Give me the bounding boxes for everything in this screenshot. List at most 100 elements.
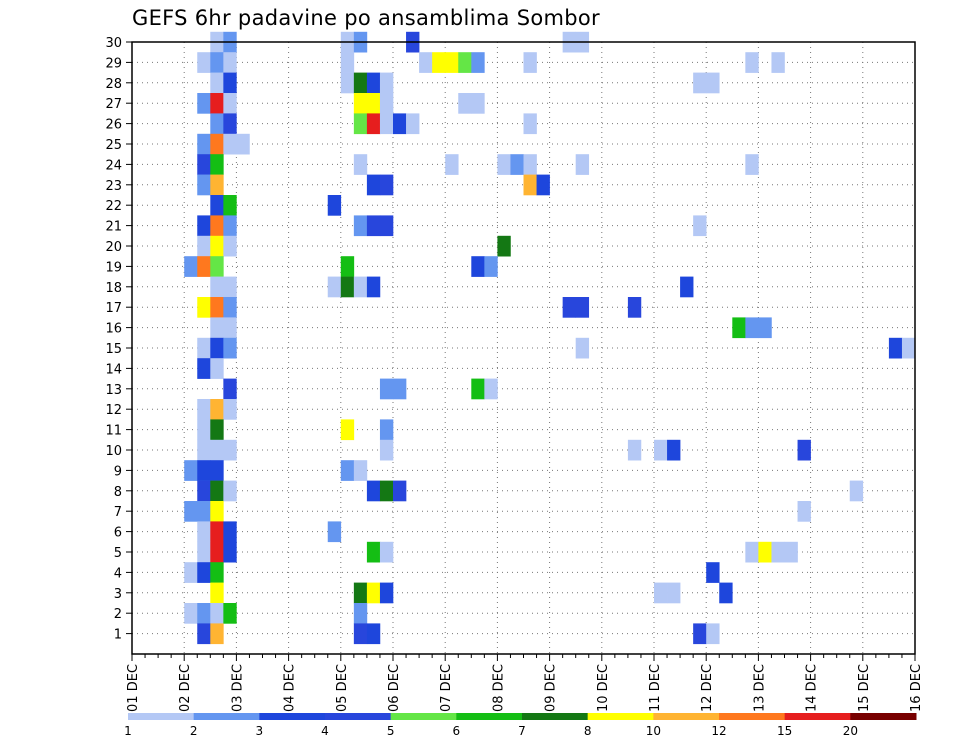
colorbar-label: 8 — [584, 724, 592, 738]
y-tick-label: 1 — [114, 628, 122, 643]
heatmap-cell — [432, 52, 446, 73]
x-tick-label: 03 DEC — [230, 664, 245, 712]
heatmap-cell — [197, 541, 211, 563]
heatmap-cell — [901, 337, 916, 359]
heatmap-cell — [210, 419, 224, 441]
colorbar-label: 20 — [843, 724, 858, 738]
heatmap-cell — [523, 113, 537, 135]
heatmap-cell — [353, 113, 368, 135]
heatmap-cell — [210, 337, 224, 359]
colorbar-segment — [390, 713, 457, 720]
x-tick-label: 04 DEC — [283, 664, 298, 712]
heatmap-cell — [379, 419, 394, 441]
x-tick-label: 10 DEC — [596, 664, 611, 712]
heatmap-cell — [654, 582, 668, 604]
heatmap-cell — [210, 480, 224, 502]
heatmap-cell — [523, 174, 537, 196]
y-tick-label: 25 — [105, 138, 122, 153]
heatmap-cell — [353, 154, 368, 175]
heatmap-cell — [210, 541, 224, 563]
heatmap-cell — [379, 582, 394, 604]
heatmap-cell — [523, 52, 537, 73]
heatmap-cell — [210, 297, 224, 318]
heatmap-cell — [745, 154, 759, 175]
heatmap-cell — [849, 480, 864, 502]
x-tick-label: 09 DEC — [544, 664, 559, 712]
x-tick-label: 13 DEC — [752, 664, 767, 712]
heatmap-cell — [366, 480, 381, 502]
colorbar-segment — [128, 713, 195, 720]
heatmap-cell — [223, 297, 237, 318]
heatmap-cell — [184, 603, 198, 624]
heatmap-cell — [210, 174, 224, 196]
heatmap-cell — [484, 378, 498, 400]
heatmap-cell — [745, 52, 759, 73]
heatmap-cell — [223, 378, 237, 400]
y-tick-label: 27 — [105, 97, 122, 112]
y-tick-label: 19 — [105, 260, 122, 275]
heatmap-cell — [353, 582, 368, 604]
heatmap-cell — [223, 480, 237, 502]
x-tick-label: 08 DEC — [491, 664, 506, 712]
heatmap-cell — [680, 276, 694, 298]
heatmap-cell — [366, 623, 381, 645]
heatmap-cell — [366, 174, 381, 196]
heatmap-cell — [888, 337, 903, 359]
y-tick-label: 8 — [114, 485, 122, 500]
heatmap-cell — [210, 501, 224, 522]
heatmap-cell — [210, 521, 224, 543]
heatmap-cell — [223, 52, 237, 73]
y-tick-label: 28 — [105, 77, 122, 92]
heatmap-cell — [197, 235, 211, 257]
heatmap-cell — [719, 582, 733, 604]
heatmap-cell — [627, 439, 642, 461]
x-tick-label: 14 DEC — [805, 664, 820, 712]
heatmap-cell — [575, 337, 590, 359]
heatmap-cell — [184, 562, 198, 583]
heatmap-cell — [366, 215, 381, 237]
colorbar-segment — [653, 713, 720, 720]
heatmap-cell — [732, 317, 746, 339]
heatmap-cell — [497, 154, 511, 175]
heatmap-cell — [327, 195, 342, 216]
y-tick-label: 17 — [105, 301, 122, 316]
x-tick-label: 01 DEC — [126, 664, 141, 712]
y-tick-label: 11 — [105, 424, 122, 439]
heatmap-cell — [197, 93, 211, 114]
heatmap-cell — [184, 256, 198, 277]
heatmap-cell — [197, 358, 211, 379]
heatmap-cell — [366, 113, 381, 135]
heatmap-cell — [197, 399, 211, 420]
heatmap-cell — [523, 154, 537, 175]
y-tick-label: 26 — [105, 118, 122, 133]
heatmap-cell — [379, 72, 394, 94]
heatmap-cell — [784, 541, 798, 563]
heatmap-cell — [223, 195, 237, 216]
heatmap-cell — [353, 460, 368, 481]
y-tick-label: 21 — [105, 220, 122, 235]
heatmap-cell — [393, 480, 407, 502]
colorbar-label: 4 — [321, 724, 329, 738]
heatmap-cell — [575, 154, 590, 175]
heatmap-cell — [353, 603, 368, 624]
heatmap-cell — [197, 297, 211, 318]
heatmap-cell — [197, 562, 211, 583]
x-tick-label: 02 DEC — [178, 664, 193, 712]
colorbar-label: 5 — [387, 724, 395, 738]
heatmap-cell — [693, 72, 707, 94]
heatmap-cell — [197, 154, 211, 175]
y-tick-label: 4 — [114, 566, 122, 581]
heatmap-cell — [197, 337, 211, 359]
heatmap-cell — [379, 541, 394, 563]
colorbar-label: 6 — [453, 724, 461, 738]
heatmap-cell — [771, 541, 785, 563]
heatmap-cell — [210, 72, 224, 94]
heatmap-cell — [366, 582, 381, 604]
heatmap-cell — [353, 215, 368, 237]
heatmap-cell — [575, 297, 590, 318]
y-tick-label: 14 — [105, 362, 122, 377]
y-tick-label: 9 — [114, 464, 122, 479]
heatmap-cell — [184, 460, 198, 481]
heatmap-cell — [340, 72, 355, 94]
heatmap-cell — [758, 541, 772, 563]
